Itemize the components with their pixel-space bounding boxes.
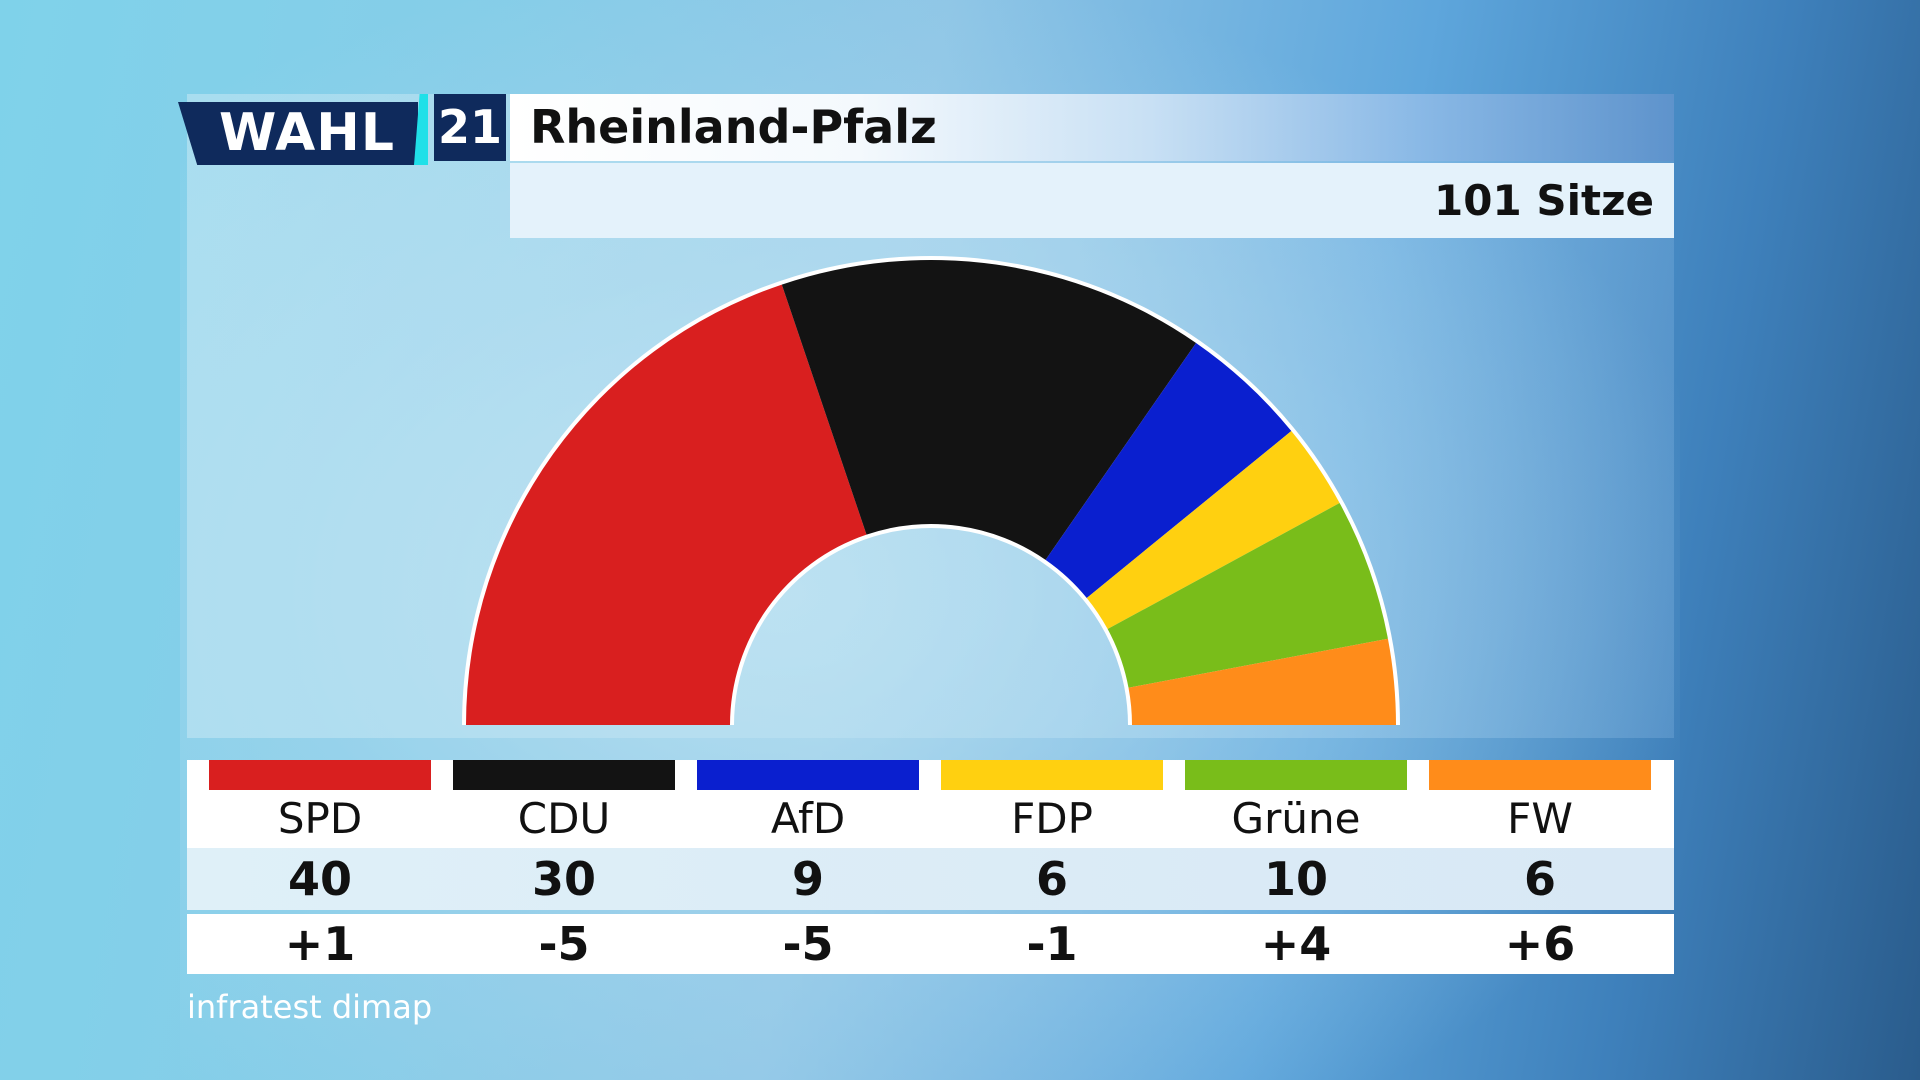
party-name-afd: AfD	[770, 794, 846, 843]
party-color-grüne	[1185, 760, 1407, 790]
party-name-fw: FW	[1507, 794, 1573, 843]
party-seats-grüne: 10	[1263, 852, 1328, 906]
party-seats-fw: 6	[1523, 852, 1556, 906]
party-name-cdu: CDU	[517, 794, 611, 843]
party-seats-fdp: 6	[1035, 852, 1068, 906]
logo-year: 21	[434, 94, 506, 161]
wahl-logo: WAHL 21	[178, 94, 508, 170]
party-color-spd	[209, 760, 431, 790]
party-name-fdp: FDP	[1011, 794, 1093, 843]
seats-total: 101 Sitze	[1434, 176, 1654, 225]
seat-segment-cdu	[781, 260, 1197, 560]
party-color-fw	[1429, 760, 1651, 790]
seats-bar	[510, 163, 1674, 238]
party-color-cdu	[453, 760, 675, 790]
results-table: SPD CDU AfD FDP Grüne FW 40 30 9 6 10 6 +1 -5 -5 -1 +4…	[187, 760, 1674, 974]
party-color-afd	[697, 760, 919, 790]
party-seats-afd: 9	[791, 852, 824, 906]
title-bar	[510, 94, 1674, 161]
seat-segment-fdp	[1086, 431, 1340, 630]
party-change-spd: +1	[284, 917, 356, 971]
seats-row: 40 30 9 6 10 6	[187, 848, 1674, 910]
source-label: infratest dimap	[187, 988, 433, 1026]
party-change-fdp: -1	[1026, 917, 1078, 971]
logo-wahl-text: WAHL	[178, 102, 418, 165]
page-title: Rheinland-Pfalz	[530, 100, 937, 154]
change-row: +1 -5 -5 -1 +4 +6	[187, 914, 1674, 974]
party-change-fw: +6	[1504, 917, 1576, 971]
seat-segment-afd	[1045, 342, 1292, 598]
party-name-grüne: Grüne	[1231, 794, 1361, 843]
party-change-grüne: +4	[1260, 917, 1332, 971]
party-names-row: SPD CDU AfD FDP Grüne FW	[187, 760, 1674, 848]
seat-segment-fw	[1128, 638, 1396, 725]
party-name-spd: SPD	[277, 794, 363, 843]
party-seats-spd: 40	[287, 852, 352, 906]
seat-segment-spd	[466, 284, 867, 725]
seat-segment-grüne	[1107, 503, 1388, 688]
party-seats-cdu: 30	[531, 852, 596, 906]
party-change-cdu: -5	[538, 917, 590, 971]
party-color-fdp	[941, 760, 1163, 790]
party-change-afd: -5	[782, 917, 834, 971]
